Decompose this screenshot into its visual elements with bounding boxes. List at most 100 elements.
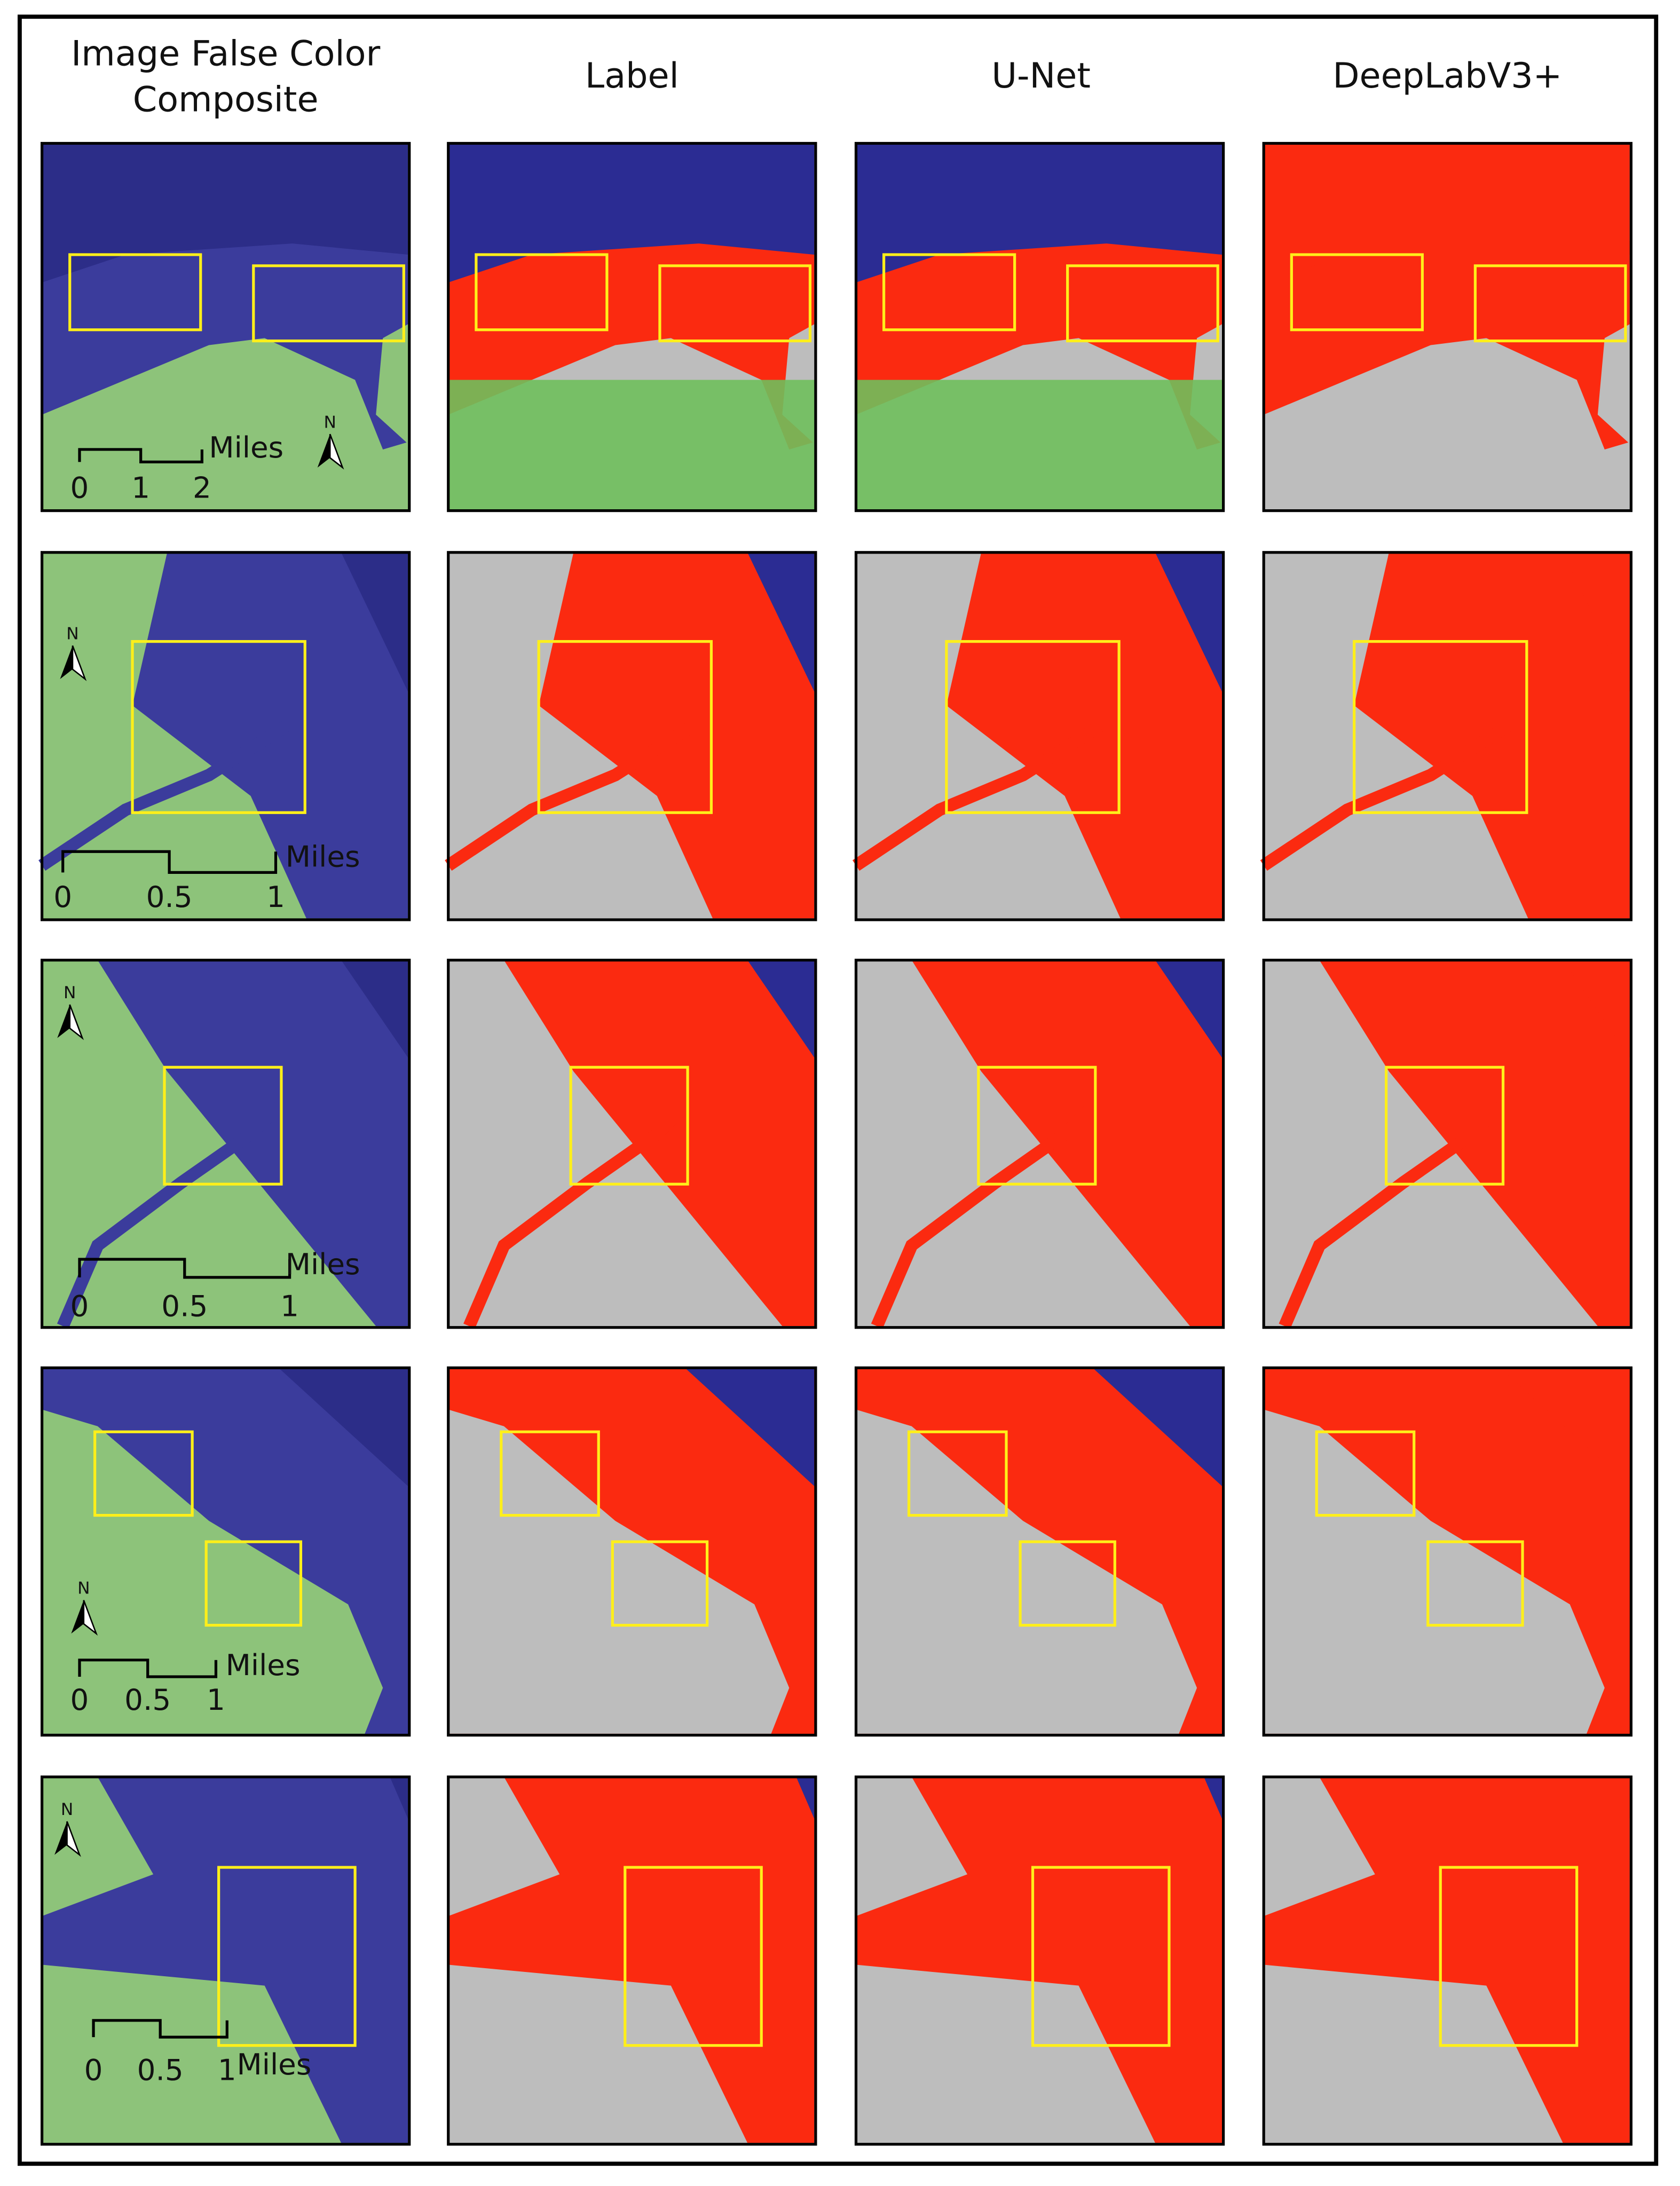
scale-unit: Miles xyxy=(237,2047,312,2081)
scale-bar xyxy=(92,2019,228,2039)
column-header: U-Net xyxy=(991,56,1091,96)
water-region xyxy=(504,960,815,1327)
panel xyxy=(852,551,1225,921)
scale-bar xyxy=(78,1659,218,1678)
panel-border xyxy=(40,141,411,512)
panel xyxy=(854,1366,1225,1737)
scale-tick-label: 1 xyxy=(131,471,150,505)
panel-border xyxy=(40,958,411,1329)
scale-tick-label: 1 xyxy=(207,1683,225,1717)
water-region xyxy=(448,233,815,449)
panel xyxy=(854,1775,1225,2146)
highlight-box xyxy=(658,264,812,343)
panel: 0 1 2 Miles N xyxy=(40,141,411,512)
channel xyxy=(38,721,289,871)
highlight-box xyxy=(977,1066,1097,1186)
panel-border xyxy=(854,551,1225,921)
highlight-box xyxy=(569,1066,689,1186)
scale-tick-label: 0.5 xyxy=(161,1289,208,1323)
highlight-box xyxy=(611,1540,709,1627)
column-header: Composite xyxy=(133,80,319,120)
deep-water xyxy=(796,1777,815,1819)
panel-border xyxy=(1262,1775,1632,2146)
highlight-box xyxy=(68,253,202,332)
north-arrow xyxy=(329,433,344,470)
water-region xyxy=(911,960,1222,1327)
panel-border xyxy=(447,551,817,921)
panel-border xyxy=(1262,141,1632,512)
highlight-box xyxy=(907,1430,1008,1517)
deep-water xyxy=(1092,1368,1222,1486)
deep-water xyxy=(856,143,1222,283)
north-label: N xyxy=(324,413,336,432)
panel-border xyxy=(40,551,411,921)
highlight-box xyxy=(1019,1540,1116,1627)
north-label: N xyxy=(61,1800,73,1819)
highlight-box xyxy=(1439,1866,1579,2047)
scale-tick-label: 0.5 xyxy=(137,2053,184,2087)
panel xyxy=(854,958,1225,1329)
channel xyxy=(445,721,696,871)
vegetation xyxy=(856,380,1224,511)
channel xyxy=(1260,721,1511,871)
highlight-box xyxy=(500,1430,600,1517)
scale-tick-label: 1 xyxy=(266,880,285,914)
deep-water xyxy=(390,1777,408,1819)
panel-border xyxy=(1262,958,1632,1329)
scale-bar xyxy=(78,448,203,464)
deep-water xyxy=(747,960,815,1058)
scale-tick-label: 2 xyxy=(193,471,211,505)
highlight-box xyxy=(1353,640,1528,814)
panel-border xyxy=(1262,551,1632,921)
deep-water xyxy=(1264,143,1630,283)
highlight-box xyxy=(1473,264,1627,343)
north-arrow xyxy=(72,645,87,681)
column-header: Label xyxy=(585,56,679,96)
deep-water xyxy=(1155,960,1222,1058)
scale-tick-label: 0 xyxy=(84,2053,103,2087)
panel-border xyxy=(854,958,1225,1329)
north-arrow xyxy=(83,1600,98,1636)
highlight-box xyxy=(217,1866,357,2047)
panel-border xyxy=(854,141,1225,512)
north-label: N xyxy=(66,625,78,644)
scale-tick-label: 1 xyxy=(218,2053,236,2087)
deep-water xyxy=(1500,1368,1630,1486)
scale-unit: Miles xyxy=(209,430,283,464)
highlight-box xyxy=(131,640,306,814)
highlight-box xyxy=(945,640,1121,814)
land-region xyxy=(448,1409,790,1734)
water-region xyxy=(1319,960,1630,1327)
channel xyxy=(852,721,1103,871)
scale-tick-label: 0 xyxy=(70,1683,89,1717)
scale-tick-label: 0 xyxy=(70,471,89,505)
water-region xyxy=(97,960,408,1327)
highlight-box xyxy=(882,253,1016,332)
panel xyxy=(1262,141,1632,512)
panel xyxy=(445,551,817,921)
panel xyxy=(1262,1366,1632,1737)
north-label: N xyxy=(64,983,76,1003)
column-header: DeepLabV3+ xyxy=(1332,56,1562,96)
highlight-box xyxy=(252,264,405,343)
vegetation xyxy=(448,380,816,511)
scale-unit: Miles xyxy=(286,1247,360,1281)
highlight-box xyxy=(204,1540,303,1627)
highlight-box xyxy=(1426,1540,1524,1627)
highlight-box xyxy=(1384,1066,1505,1186)
panel xyxy=(1262,958,1632,1329)
panel-border xyxy=(447,958,817,1329)
highlight-box xyxy=(1031,1866,1171,2047)
panel-border xyxy=(447,1366,817,1737)
panel xyxy=(1260,551,1632,921)
panel-border xyxy=(447,1775,817,2146)
panel-border xyxy=(40,1775,411,2146)
highlight-box xyxy=(1290,253,1424,332)
deep-water xyxy=(1611,1777,1630,1819)
panel-border xyxy=(40,1366,411,1737)
highlight-box xyxy=(475,253,609,332)
north-arrow xyxy=(69,1004,84,1040)
highlight-box xyxy=(163,1066,283,1186)
